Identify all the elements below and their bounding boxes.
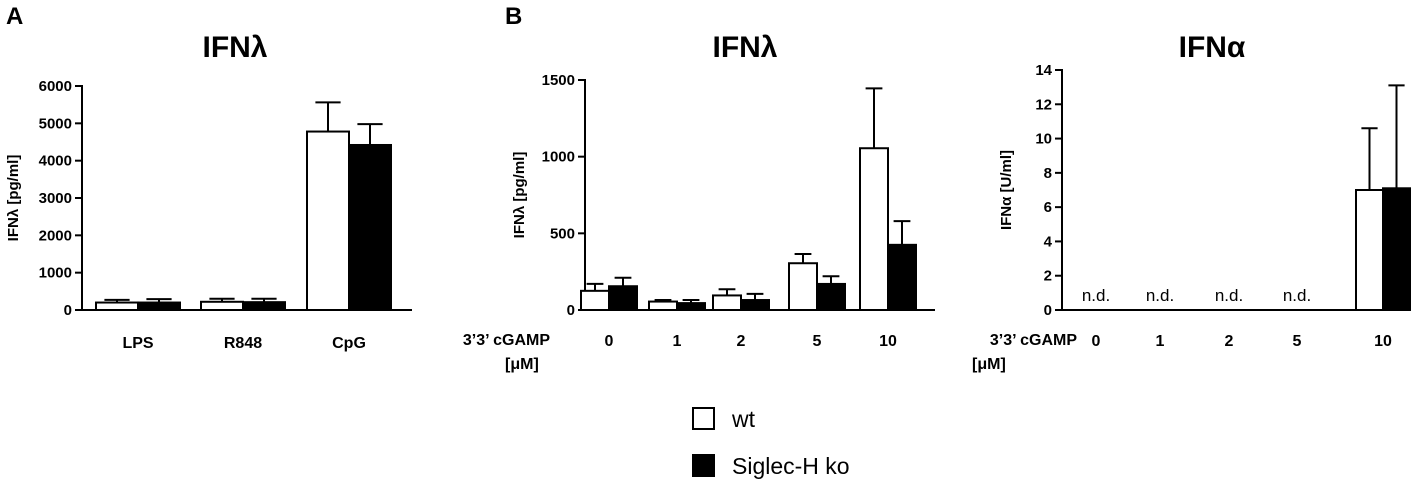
x-tick-label: 10: [1374, 333, 1392, 350]
bar-siglec-h-ko: [740, 299, 770, 311]
y-tick-label: 0: [567, 302, 575, 319]
y-tick-label: 1500: [542, 72, 575, 89]
x-tick-label: 5: [1293, 333, 1302, 350]
bar-wt: [648, 300, 678, 312]
y-tick-label: 6000: [39, 78, 72, 95]
bar-siglec-h-ko: [242, 301, 286, 312]
y-axis-label: IFNλ [pg/ml]: [511, 152, 528, 239]
x-tick-label: 5: [813, 333, 822, 350]
y-axis-label: IFNα [U/ml]: [998, 150, 1015, 230]
bar-siglec-h-ko: [816, 282, 846, 311]
bar-siglec-h-ko: [137, 301, 181, 311]
bar-wt: [200, 300, 244, 311]
x-axis-label-line-2: [μM]: [505, 356, 539, 373]
not-detected-label: n.d.: [1146, 286, 1174, 305]
bar-siglec-h-ko: [676, 302, 706, 312]
bar-wt: [788, 262, 818, 312]
chart-title: IFNλ: [712, 31, 777, 64]
bar-siglec-h-ko: [608, 285, 638, 312]
y-tick-label: 12: [1035, 96, 1052, 113]
not-detected-label: n.d.: [1283, 286, 1311, 305]
bar-wt: [580, 289, 610, 312]
y-tick-label: 500: [550, 225, 575, 242]
y-tick-label: 5000: [39, 115, 72, 132]
y-tick-label: 8: [1044, 165, 1052, 182]
y-tick-label: 0: [1044, 302, 1052, 319]
x-tick-label: 0: [605, 333, 614, 350]
legend-label-wt: wt: [731, 406, 756, 432]
legend-label-siglec-h-ko: Siglec-H ko: [732, 453, 850, 479]
bar-wt: [95, 301, 139, 311]
x-tick-label: R848: [224, 335, 262, 352]
bar-siglec-h-ko: [348, 143, 392, 311]
x-tick-label: LPS: [122, 335, 153, 352]
not-detected-label: n.d.: [1215, 286, 1243, 305]
bar-wt: [859, 147, 889, 311]
x-tick-label: CpG: [332, 335, 366, 352]
legend-swatch-wt: [692, 407, 715, 430]
x-tick-label: 1: [1156, 333, 1165, 350]
chart-title: IFNλ: [202, 31, 267, 64]
chart-ifn-lambda-cgamp: IFNλ IFNλ [pg/ml] 0 500 1000 1500 0 1 2 5 10 3’3’ c…: [463, 31, 935, 373]
y-tick-label: 6: [1044, 199, 1052, 216]
x-tick-label: 10: [879, 333, 897, 350]
y-tick-label: 4: [1044, 233, 1053, 250]
y-tick-label: 1000: [542, 149, 575, 166]
y-axis-label: IFNλ [pg/ml]: [5, 155, 22, 242]
bar-wt: [712, 294, 742, 311]
x-tick-label: 2: [737, 333, 746, 350]
x-axis-label-line-1: 3’3’ cGAMP: [990, 332, 1077, 349]
chart-ifn-lambda-ligands: IFNλ IFNλ [pg/ml] 0 1000 2000 3000 4000 5000 600…: [5, 31, 412, 352]
y-tick-label: 3000: [39, 190, 72, 207]
x-tick-label: 1: [673, 333, 682, 350]
bar-siglec-h-ko: [1382, 187, 1411, 312]
legend-swatch-siglec-h-ko: [692, 454, 715, 477]
chart-title: IFNα: [1179, 31, 1246, 64]
x-axis-label-line-1: 3’3’ cGAMP: [463, 332, 550, 349]
y-tick-label: 2: [1044, 268, 1052, 285]
legend: wt Siglec-H ko: [692, 406, 850, 479]
x-tick-label: 2: [1225, 333, 1234, 350]
y-tick-label: 1000: [39, 265, 72, 282]
panel-label-a: A: [6, 3, 23, 30]
y-tick-label: 0: [64, 302, 72, 319]
bar-wt: [306, 130, 350, 311]
y-tick-label: 10: [1035, 131, 1052, 148]
x-tick-label: 0: [1092, 333, 1101, 350]
y-tick-label: 4000: [39, 153, 72, 170]
x-axis-label-line-2: [μM]: [972, 356, 1006, 373]
panel-label-b: B: [505, 3, 522, 30]
bar-siglec-h-ko: [887, 243, 917, 311]
y-tick-label: 14: [1035, 62, 1052, 79]
bar-wt: [1355, 189, 1384, 311]
y-tick-label: 2000: [39, 227, 72, 244]
not-detected-label: n.d.: [1082, 286, 1110, 305]
